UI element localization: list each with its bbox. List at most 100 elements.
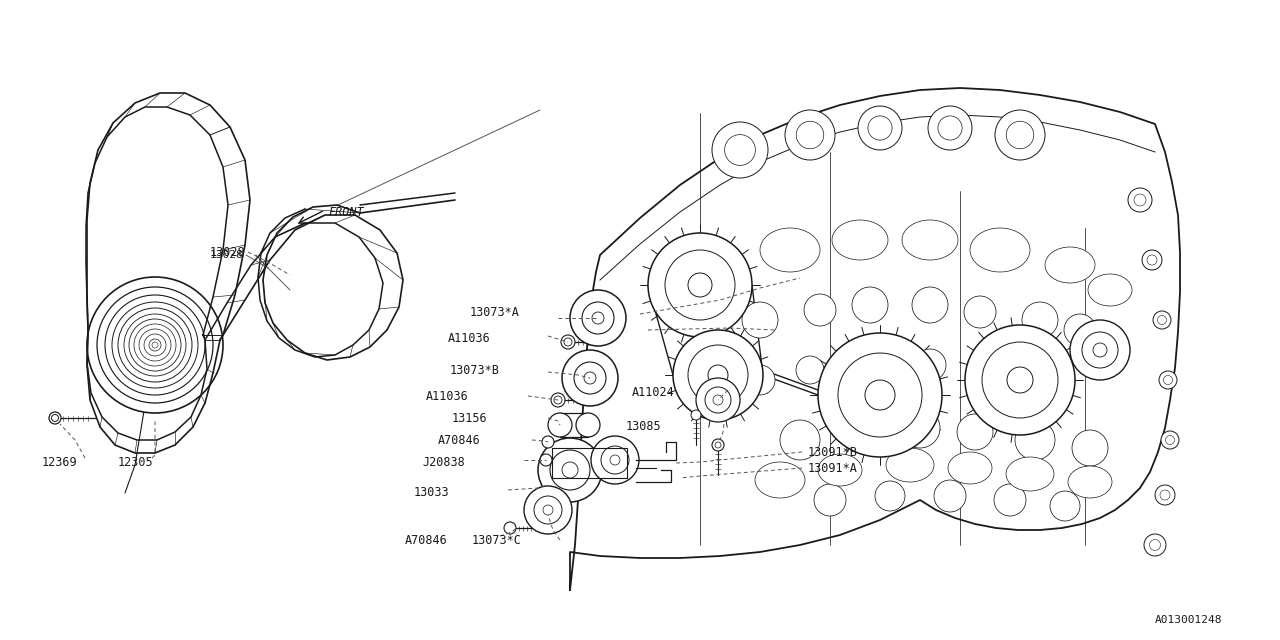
- Text: 12369: 12369: [42, 456, 78, 468]
- Text: J20838: J20838: [422, 456, 465, 468]
- Circle shape: [1164, 376, 1172, 385]
- Circle shape: [1142, 250, 1162, 270]
- Text: 13156: 13156: [452, 412, 488, 424]
- Circle shape: [713, 395, 723, 405]
- Circle shape: [548, 413, 572, 437]
- Circle shape: [87, 277, 223, 413]
- Circle shape: [814, 484, 846, 516]
- Circle shape: [143, 334, 166, 356]
- Circle shape: [673, 330, 763, 420]
- Circle shape: [1050, 491, 1080, 521]
- Text: A70846: A70846: [438, 433, 481, 447]
- Circle shape: [1064, 314, 1096, 346]
- Circle shape: [591, 436, 639, 484]
- Ellipse shape: [760, 228, 820, 272]
- Circle shape: [1128, 188, 1152, 212]
- Circle shape: [148, 339, 161, 351]
- Circle shape: [538, 438, 602, 502]
- Circle shape: [1161, 431, 1179, 449]
- Text: 13073*A: 13073*A: [470, 305, 520, 319]
- Circle shape: [550, 450, 590, 490]
- Circle shape: [1006, 121, 1034, 148]
- Circle shape: [745, 365, 774, 395]
- Circle shape: [742, 302, 778, 338]
- Circle shape: [712, 439, 724, 451]
- Circle shape: [1134, 194, 1146, 206]
- Circle shape: [1021, 302, 1059, 338]
- Circle shape: [716, 442, 721, 448]
- Circle shape: [938, 116, 963, 140]
- Circle shape: [1024, 364, 1056, 396]
- Circle shape: [708, 365, 728, 385]
- Text: 13033: 13033: [413, 486, 449, 499]
- Circle shape: [780, 420, 820, 460]
- Circle shape: [796, 356, 824, 384]
- Ellipse shape: [902, 220, 957, 260]
- Circle shape: [543, 505, 553, 515]
- Text: 13073*C: 13073*C: [472, 534, 522, 547]
- Circle shape: [1157, 316, 1166, 324]
- Circle shape: [900, 408, 940, 448]
- Circle shape: [964, 296, 996, 328]
- Circle shape: [576, 413, 600, 437]
- Text: 13091*A: 13091*A: [808, 461, 858, 474]
- Circle shape: [804, 294, 836, 326]
- Ellipse shape: [1068, 466, 1112, 498]
- Ellipse shape: [832, 220, 888, 260]
- Circle shape: [914, 349, 946, 381]
- Ellipse shape: [1044, 247, 1094, 283]
- Circle shape: [504, 522, 516, 534]
- Text: A11036: A11036: [426, 390, 468, 403]
- Text: A11036: A11036: [448, 332, 490, 344]
- Circle shape: [1166, 435, 1175, 445]
- Circle shape: [152, 342, 157, 348]
- Circle shape: [796, 121, 824, 148]
- Circle shape: [966, 358, 995, 386]
- Circle shape: [51, 415, 59, 422]
- Circle shape: [1160, 490, 1170, 500]
- Circle shape: [982, 342, 1059, 418]
- Text: 13028: 13028: [210, 250, 243, 260]
- Circle shape: [611, 455, 620, 465]
- Text: 13073*B: 13073*B: [451, 364, 500, 376]
- Circle shape: [118, 308, 192, 382]
- Circle shape: [561, 335, 575, 349]
- Circle shape: [1015, 420, 1055, 460]
- Circle shape: [852, 287, 888, 323]
- Circle shape: [858, 106, 902, 150]
- Circle shape: [562, 350, 618, 406]
- Circle shape: [928, 106, 972, 150]
- Circle shape: [868, 116, 892, 140]
- Circle shape: [934, 480, 966, 512]
- Circle shape: [541, 436, 554, 448]
- Ellipse shape: [1088, 274, 1132, 306]
- Circle shape: [524, 486, 572, 534]
- Ellipse shape: [970, 228, 1030, 272]
- Circle shape: [818, 333, 942, 457]
- Circle shape: [582, 302, 614, 334]
- Circle shape: [1007, 367, 1033, 393]
- Text: A70846: A70846: [404, 534, 448, 547]
- Circle shape: [838, 353, 922, 437]
- Circle shape: [1149, 540, 1161, 550]
- Circle shape: [562, 462, 579, 478]
- Circle shape: [49, 412, 61, 424]
- Ellipse shape: [1006, 457, 1053, 491]
- Circle shape: [1082, 332, 1117, 368]
- Circle shape: [540, 454, 552, 466]
- Circle shape: [705, 387, 731, 413]
- Ellipse shape: [818, 454, 861, 486]
- Ellipse shape: [755, 462, 805, 498]
- Circle shape: [648, 233, 753, 337]
- Circle shape: [854, 349, 886, 381]
- Circle shape: [965, 325, 1075, 435]
- Circle shape: [550, 393, 564, 407]
- Circle shape: [995, 484, 1027, 516]
- Circle shape: [602, 446, 628, 474]
- Circle shape: [865, 380, 895, 410]
- Circle shape: [1158, 371, 1178, 389]
- Circle shape: [1144, 534, 1166, 556]
- Circle shape: [1093, 343, 1107, 357]
- Circle shape: [124, 314, 186, 376]
- Circle shape: [876, 481, 905, 511]
